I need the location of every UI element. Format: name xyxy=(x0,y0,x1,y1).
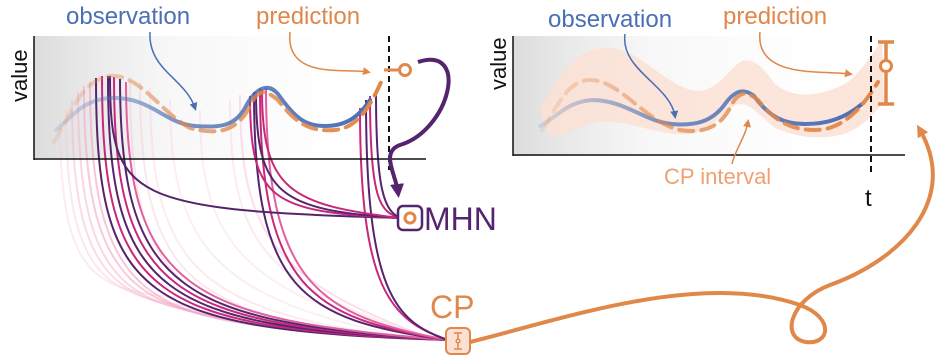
right-prediction-label: prediction xyxy=(723,3,827,30)
right-observation-label: observation xyxy=(548,6,672,33)
left-prediction-label: prediction xyxy=(256,3,360,30)
right-y-axis-label: value xyxy=(486,37,511,90)
cp-interval-icon xyxy=(454,332,462,350)
cp-output-arrow xyxy=(469,124,935,345)
cp-node: CP xyxy=(430,124,935,355)
left-observation-arrow xyxy=(149,31,198,111)
right-observation-curve xyxy=(538,89,864,128)
left-observation-curve xyxy=(54,85,372,132)
right-predicted-point xyxy=(879,59,893,73)
cp-interval-arrow xyxy=(731,119,752,165)
right-prediction-arrow xyxy=(759,31,853,78)
cp-interval-band xyxy=(540,40,884,138)
left-predicted-point xyxy=(398,63,412,77)
cp-interval-label: CP interval xyxy=(664,164,771,189)
mhn-connectors xyxy=(109,75,401,219)
left-panel: value observation prediction xyxy=(7,3,451,341)
left-prediction-arrow xyxy=(289,31,371,76)
left-prediction-curve xyxy=(52,73,384,144)
mhn-label: MHN xyxy=(424,201,497,237)
left-observation-label: observation xyxy=(66,3,190,30)
right-panel: value t observation prediction CP interv… xyxy=(486,3,905,212)
left-y-axis-label: value xyxy=(7,49,32,102)
time-marker-label: t xyxy=(865,185,872,212)
mhn-input-arrow xyxy=(388,57,451,198)
cp-label: CP xyxy=(430,289,474,325)
right-prediction-curve xyxy=(540,77,880,133)
right-observation-arrow xyxy=(624,33,679,119)
mhn-icon xyxy=(403,211,417,225)
mhn-node: MHN xyxy=(396,201,497,237)
cp-connectors xyxy=(95,75,449,341)
